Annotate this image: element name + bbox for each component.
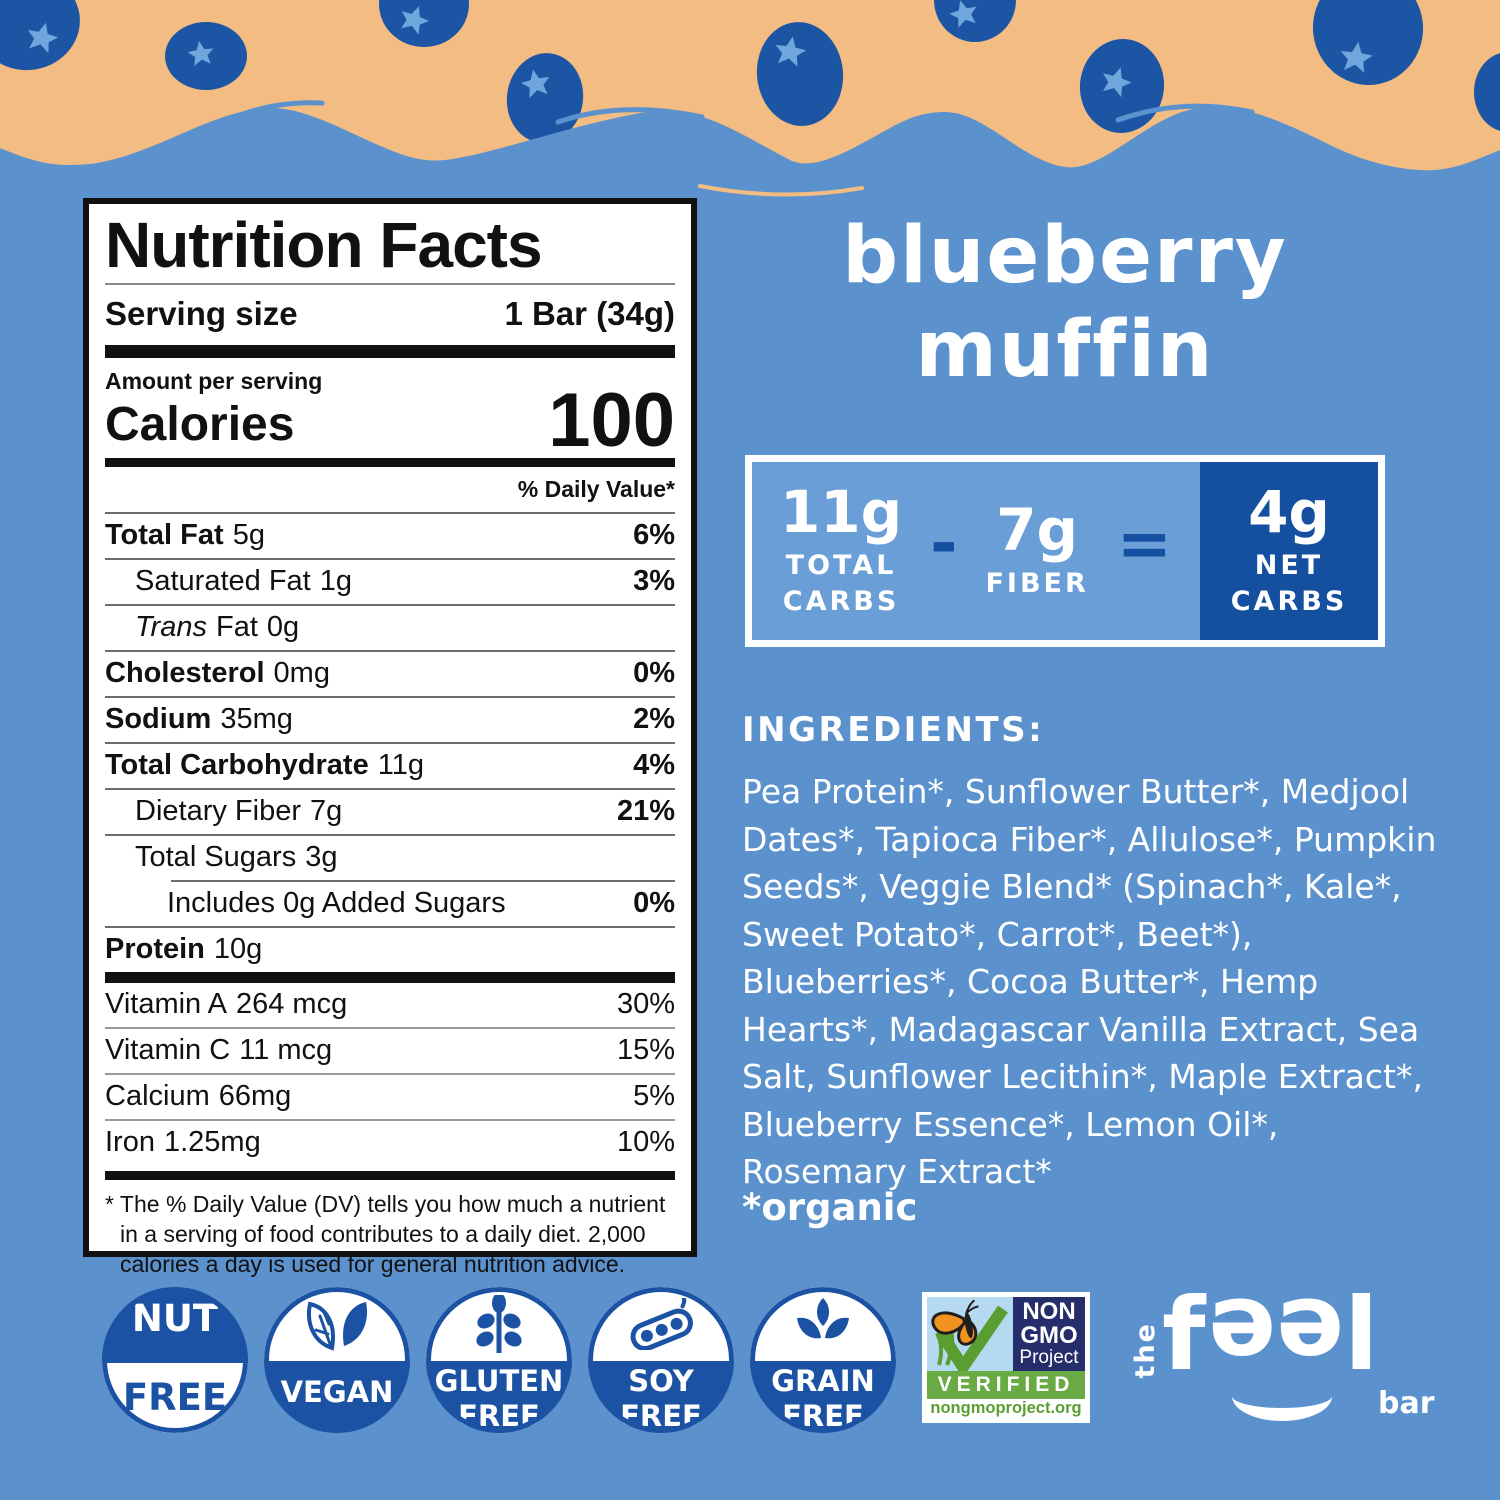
serving-size-label: Serving size: [105, 295, 298, 333]
flavor-title: blueberry muffin: [745, 210, 1385, 397]
nutrient-row-trans-fat: Trans Fat 0g: [135, 610, 300, 643]
calories-row: Calories 100: [105, 378, 675, 464]
sprout-icon: [797, 1298, 849, 1339]
vitamin-row-c: Vitamin C 11 mcg 15%: [105, 1033, 675, 1066]
daily-value-header: % Daily Value*: [517, 475, 675, 502]
leaves-icon: [307, 1301, 368, 1351]
blueberry-icon: [1312, 0, 1424, 85]
divider: [105, 1170, 675, 1180]
smile-icon: [1232, 1382, 1332, 1421]
non-gmo-url: nongmoproject.org: [930, 1399, 1082, 1417]
blueberry-icon: [0, 0, 80, 71]
non-gmo-word1: NON: [1022, 1298, 1076, 1325]
nutrient-row-cholesterol: Cholesterol 0mg 0%: [105, 656, 675, 689]
vitamin-row-a: Vitamin A 264 mcg 30%: [105, 987, 675, 1020]
non-gmo-verified-band: VERIFIED: [927, 1371, 1085, 1399]
badge-word-top: SOY: [628, 1364, 694, 1399]
net-carbs-box: 11g TOTAL CARBS - 7g FIBER = 4g NET CARBS: [745, 455, 1385, 647]
brand-suffix: bar: [1378, 1386, 1435, 1421]
daily-value-footnote: * The % Daily Value (DV) tells you how m…: [105, 1190, 666, 1277]
total-carbs-value: 11g: [779, 478, 903, 547]
flavor-line-1: blueberry: [842, 211, 1288, 301]
serving-size-row: Serving size 1 Bar (34g): [105, 285, 675, 345]
nutrition-facts-panel: Nutrition Facts Serving size 1 Bar (34g)…: [83, 198, 697, 1277]
blueberry-icon: [1474, 53, 1500, 131]
calories-label: Calories: [105, 397, 295, 451]
serving-size-value: 1 Bar (34g): [504, 295, 675, 333]
nutrient-row-total-sugars: Total Sugars 3g: [135, 840, 338, 873]
nutrient-row-total-carbohydrate: Total Carbohydrate 11g 4%: [105, 748, 675, 781]
divider: [105, 283, 675, 286]
blueberry-illustrations: [0, 0, 1500, 143]
badge-nut-free: NUT FREE: [102, 1287, 248, 1433]
nutrient-row-sodium: Sodium 35mg 2%: [105, 702, 675, 735]
badge-word-bottom: FREE: [620, 1398, 702, 1433]
thick-divider: [105, 345, 675, 359]
blueberry-icon: [1079, 39, 1165, 133]
badge-grain-free: GRAIN FREE: [750, 1287, 896, 1433]
non-gmo-seal: NON GMO Project VERIFIED nongmoproject.o…: [922, 1292, 1090, 1423]
net-carbs-value: 4g: [1248, 478, 1330, 547]
wheat-icon: [476, 1295, 522, 1354]
thick-divider: [105, 971, 675, 983]
blueberry-icon: [165, 22, 247, 90]
brand-logo: the feel bar: [1128, 1276, 1435, 1424]
amount-per-serving-label: Amount per serving: [105, 368, 323, 395]
total-carbs-group: 11g TOTAL CARBS: [779, 478, 903, 617]
badge-word-top: GRAIN: [771, 1364, 875, 1399]
blueberry-icon: [379, 0, 469, 47]
organic-note: *organic: [742, 1186, 918, 1229]
calories-value: 100: [548, 378, 675, 464]
equals-icon: =: [1116, 505, 1173, 582]
nutrient-row-saturated-fat: Saturated Fat 1g 3%: [135, 564, 675, 597]
blueberry-icon: [756, 22, 844, 126]
badge-word-top: NUT: [131, 1297, 219, 1340]
nutrient-row-total-fat: Total Fat 5g 6%: [105, 518, 675, 551]
divider: [105, 457, 675, 467]
badge-soy-free: SOY FREE: [588, 1287, 734, 1433]
net-carbs-panel: 4g NET CARBS: [1200, 462, 1378, 640]
ingredients-section: INGREDIENTS: Pea Protein*, Sunflower But…: [742, 710, 1439, 1196]
non-gmo-word3: Project: [1019, 1347, 1079, 1368]
butterfly-checkmark-icon: [931, 1299, 1008, 1378]
fiber-label: FIBER: [985, 567, 1089, 599]
fiber-value: 7g: [996, 495, 1079, 564]
nutrition-facts-title: Nutrition Facts: [105, 209, 543, 281]
carb-math-left: 11g TOTAL CARBS - 7g FIBER =: [752, 462, 1200, 640]
soybean-icon: [630, 1298, 693, 1351]
ingredients-list: Pea Protein*, Sunflower Butter*, Medjool…: [742, 772, 1437, 1192]
badge-label: VEGAN: [280, 1374, 394, 1409]
mineral-row-calcium: Calcium 66mg 5%: [105, 1079, 675, 1112]
nutrient-row-dietary-fiber: Dietary Fiber 7g 21%: [135, 794, 675, 827]
brand-prefix: the: [1130, 1322, 1161, 1379]
blueberry-band: [0, 0, 1500, 235]
badge-gluten-free: GLUTEN FREE: [426, 1287, 572, 1433]
brush-strokes: [202, 100, 1255, 197]
nutrient-row-protein: Protein 10g: [105, 932, 263, 965]
minus-icon: -: [930, 505, 958, 582]
brand-wordmark: feel: [1162, 1276, 1380, 1393]
mineral-row-iron: Iron 1.25mg 10%: [105, 1125, 675, 1158]
badge-word-bottom: FREE: [122, 1376, 228, 1420]
blueberry-icon: [934, 0, 1016, 42]
fiber-group: 7g FIBER: [985, 501, 1088, 601]
net-carbs-group: 4g NET CARBS: [1230, 478, 1348, 617]
badge-word-bottom: FREE: [782, 1398, 864, 1433]
ingredients-heading: INGREDIENTS:: [742, 710, 1045, 750]
nutrient-row-added-sugars: Includes 0g Added Sugars 0%: [167, 886, 675, 919]
badge-vegan: VEGAN: [264, 1287, 410, 1433]
dietary-badges: NUT FREE VEGAN: [102, 1287, 896, 1433]
non-gmo-word2: GMO: [1020, 1322, 1078, 1349]
flavor-line-2: muffin: [915, 304, 1215, 395]
badge-word-bottom: FREE: [458, 1398, 540, 1433]
badge-word-top: GLUTEN: [434, 1364, 564, 1399]
